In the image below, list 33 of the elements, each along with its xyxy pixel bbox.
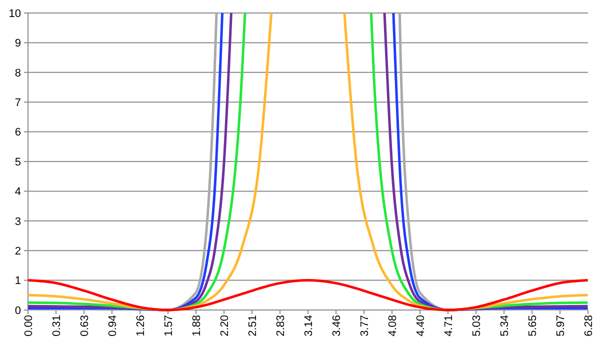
y-tick-label: 1 [14,275,21,288]
y-tick-label: 5 [14,156,21,168]
x-tick-label: 0.94 [106,315,119,336]
y-tick-label: 0 [14,304,21,317]
x-tick-label: 0.31 [50,315,63,336]
x-tick-label: 1.26 [134,315,147,336]
y-tick-label: 6 [14,126,21,139]
x-tick-label: 5.97 [554,315,567,336]
x-tick-label: 4.71 [442,315,455,336]
y-tick-label: 3 [14,216,21,228]
x-tick-label: 2.20 [218,315,231,336]
x-tick-label: 0.63 [78,315,91,336]
x-tick-label: 6.28 [582,315,595,336]
x-tick-label: 3.46 [330,315,343,336]
x-tick-label: 2.83 [274,315,287,336]
x-tick-label: 4.08 [386,315,399,336]
x-tick-label: 4.40 [414,315,427,336]
x-tick-label: 2.51 [246,315,259,336]
x-tick-label: 0.00 [22,315,35,336]
y-tick-label: 10 [8,8,21,20]
x-tick-label: 1.88 [190,315,203,336]
y-tick-label: 2 [14,245,21,258]
x-tick-label: 3.77 [358,315,371,336]
y-tick-label: 4 [14,186,21,198]
line-series [26,279,589,312]
y-tick-label: 7 [14,96,21,109]
x-tick-label: 5.34 [498,315,511,336]
y-tick-label: 9 [14,38,21,50]
x-tick-label: 5.65 [526,315,539,336]
x-tick-label: 5.03 [470,315,483,336]
x-tick-label: 1.57 [162,315,175,336]
x-tick-label: 3.14 [302,315,315,336]
y-tick-label: 8 [14,67,21,80]
